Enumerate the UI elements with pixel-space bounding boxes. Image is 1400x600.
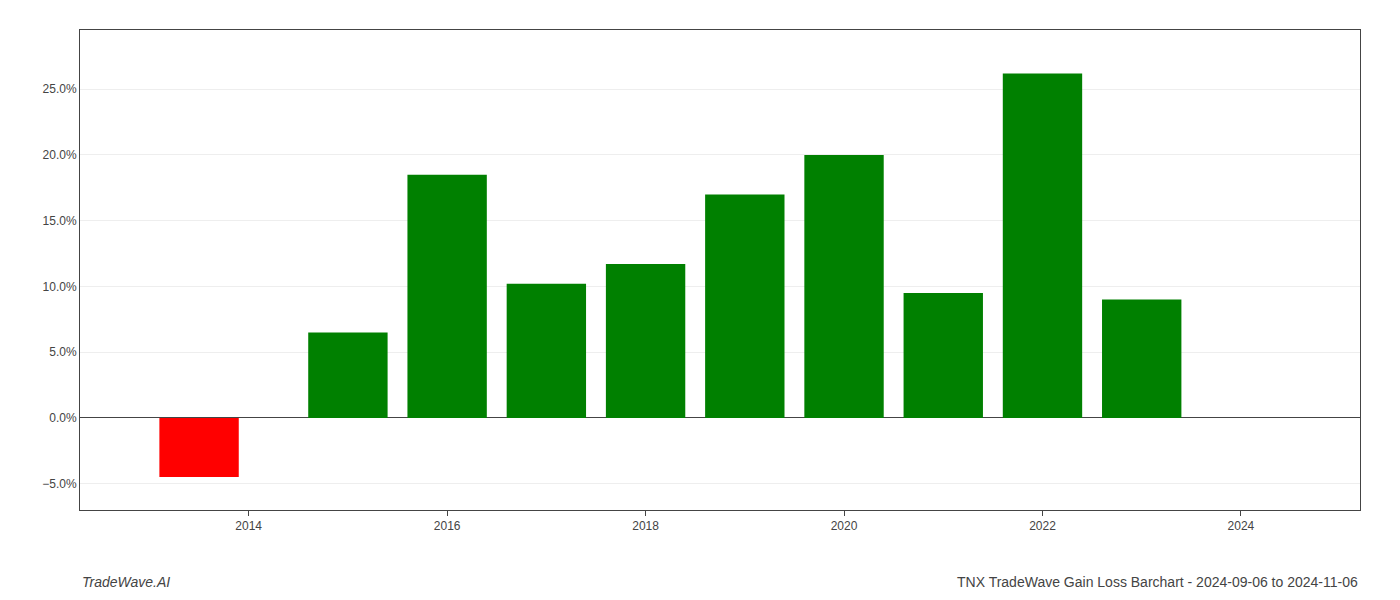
svg-text:15.0%: 15.0% [43,214,77,228]
svg-text:20.0%: 20.0% [43,148,77,162]
svg-text:2022: 2022 [1029,519,1056,533]
svg-text:2016: 2016 [434,519,461,533]
svg-text:−5.0%: −5.0% [42,477,77,491]
svg-text:10.0%: 10.0% [43,280,77,294]
svg-text:25.0%: 25.0% [43,82,77,96]
svg-text:2014: 2014 [235,519,262,533]
svg-text:5.0%: 5.0% [49,345,77,359]
svg-text:2024: 2024 [1228,519,1255,533]
svg-text:TNX TradeWave Gain Loss Barcha: TNX TradeWave Gain Loss Barchart - 2024-… [957,574,1358,590]
svg-text:2020: 2020 [831,519,858,533]
svg-text:TradeWave.AI: TradeWave.AI [82,574,170,590]
svg-text:0.0%: 0.0% [49,411,77,425]
svg-text:2018: 2018 [632,519,659,533]
